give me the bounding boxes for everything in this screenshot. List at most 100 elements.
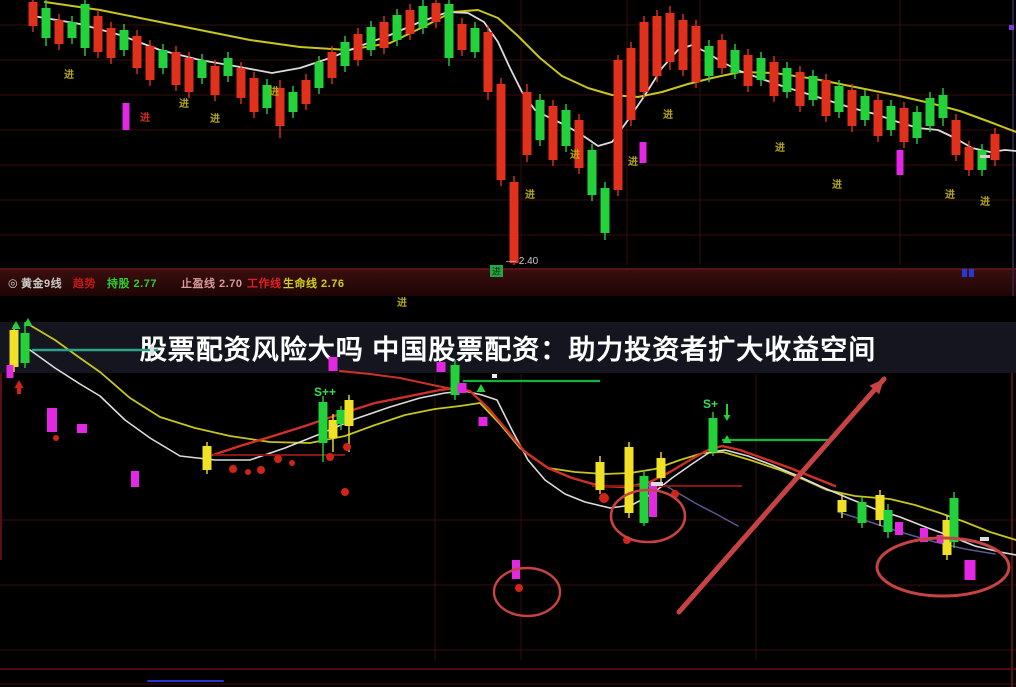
candle-body [587,150,597,195]
candle-body [535,100,545,140]
candle-body [106,28,116,58]
entry-marker: 进 [269,85,279,98]
indicator-field: 趋势 [73,278,96,290]
indicator-field: 持股 2.77 [107,278,157,290]
candle-body [457,24,467,50]
candle-body [9,330,19,367]
candle-body [883,510,893,532]
candle-body [665,13,675,62]
ma-line-yellow [27,323,1016,541]
candle-body [210,66,220,95]
candle-body [808,76,818,100]
magenta-marker-bar [122,103,130,130]
red-dot-marker [343,443,351,451]
candle-body [20,333,30,363]
candle-body [795,72,805,106]
candle-body [145,46,155,80]
candle-body [119,30,129,50]
candle-body [717,40,727,68]
marker-rect [962,269,967,277]
candle-body [691,26,701,82]
candle-body [704,46,714,76]
red-dot-marker [245,469,251,475]
signal-label-s-plus-plus: S++ [314,385,336,399]
magenta-marker-bar [895,522,903,535]
magenta-marker-bar [77,424,87,433]
candle-body [548,106,558,160]
article-title: 股票配资风险大吗 中国股票配资：助力投资者扩大收益空间 [139,335,877,365]
indicator-field: 工作线 [247,278,282,290]
entry-marker: 进 [397,296,407,309]
candle-body [184,58,194,92]
candle-body [509,182,519,263]
entry-marker: 进 [628,155,638,168]
red-dot-marker [274,455,282,463]
candle-body [67,22,77,38]
candle-body [678,20,688,70]
magenta-marker-bar [649,483,657,517]
bottom-signal-chart[interactable]: S++ S+ [0,318,1016,687]
triangle-marker [476,384,486,392]
candle-body [834,86,844,112]
candle-body [626,48,636,120]
magenta-marker-bar [131,471,139,487]
candle-body [821,80,831,116]
ma-line-red [211,386,837,489]
marker-rect [1009,25,1014,30]
marker-rect [980,155,990,158]
candle-body [171,52,181,85]
candle-body [327,52,337,78]
candle-body [949,498,959,542]
indicator-bar: ◎ 黄金9线 趋势 持股 2.77 止盈线 2.70 工作线 生命线 2.76 [0,268,1016,296]
entry-badge [490,265,503,277]
candle-body [80,4,90,48]
candle-body [366,27,376,50]
candle-body [158,50,168,68]
marker-rect [651,482,663,486]
candle-body [450,365,460,395]
magenta-marker-bar [964,560,976,580]
marker-rect [17,387,21,394]
entry-marker: 进 [570,148,580,161]
down-arrow-head [723,415,731,421]
marker-rect [969,269,974,277]
candle-body [574,120,584,168]
entry-marker: 进 [525,188,535,201]
candle-body [314,62,324,88]
triangle-marker [14,380,24,388]
triangle-marker [11,321,21,329]
magenta-marker-bar [920,528,928,542]
entry-marker: 进 [945,188,955,201]
candle-body [730,50,740,73]
candle-body [379,22,389,48]
magenta-marker-bar [639,142,647,163]
candle-body [847,90,857,126]
candle-body [561,110,571,146]
candle-body [743,55,753,86]
red-dot-marker [599,493,609,503]
candle-body [202,446,212,470]
candle-body [236,68,246,98]
indicator-logo-icon: ◎ [8,277,19,290]
candle-body [613,60,623,190]
entry-badge-text: 进 [492,267,501,277]
candle-body [483,32,493,92]
magenta-marker-bar [457,383,467,393]
entry-marker: 进 [775,141,785,154]
price-label: — 2.40 [506,256,539,267]
candle-body [353,34,363,60]
candle-body [318,402,328,443]
ma-line-red-2 [339,370,453,390]
candle-body [336,410,346,424]
candle-body [708,418,718,452]
marker-rect [980,537,989,541]
magenta-marker-bar [47,408,57,432]
candle-body [860,96,870,120]
entry-marker: 进 [832,178,842,191]
entry-marker: 进 [140,111,150,124]
red-dot-marker [53,435,59,441]
candle-body [639,476,649,523]
red-dot-marker [257,466,265,474]
